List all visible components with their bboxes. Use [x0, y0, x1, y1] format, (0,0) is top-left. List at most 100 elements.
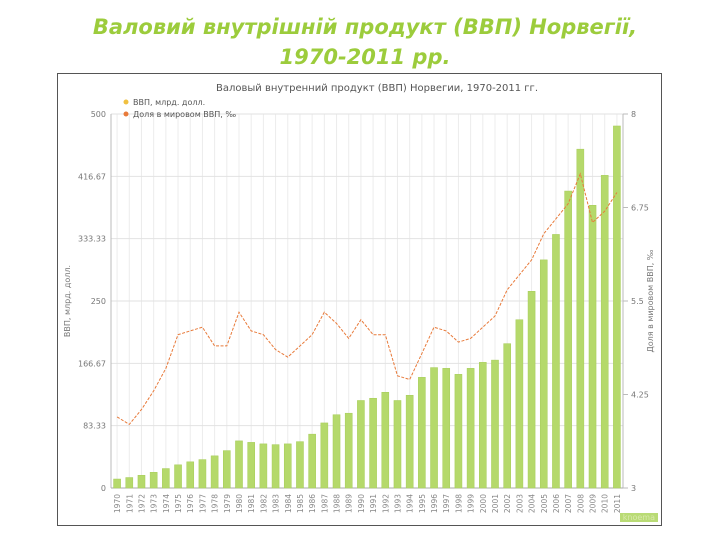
x-tick-label: 1975	[174, 494, 183, 513]
x-tick-label: 1971	[125, 494, 134, 513]
x-tick-label: 2003	[515, 494, 524, 513]
x-tick-label: 1983	[272, 494, 281, 513]
bar-gdp-1986	[308, 433, 316, 489]
slide-title-line1: Валовий внутрішній продукт (ВВП) Норвегі…	[92, 15, 638, 39]
bar-gdp-2001	[491, 359, 499, 489]
bar-gdp-1976	[186, 461, 195, 489]
x-tick-label: 2002	[503, 494, 512, 513]
chart-frame: Валовый внутренний продукт (ВВП) Норвеги…	[57, 73, 662, 526]
x-tick-label: 1976	[186, 494, 195, 513]
x-tick-label: 1977	[198, 494, 207, 513]
bar-gdp-1978	[210, 455, 219, 489]
bar-gdp-2010	[600, 175, 609, 489]
y-left-tick-label: 166.67	[78, 359, 106, 368]
y-right-tick-label: 8	[631, 110, 636, 119]
bar-gdp-1995	[418, 377, 426, 489]
bar-gdp-1988	[332, 414, 341, 489]
x-tick-label: 1985	[296, 494, 305, 513]
x-tick-label: 1999	[467, 494, 476, 513]
x-tick-label: 2009	[589, 494, 598, 513]
bar-gdp-2004	[527, 291, 536, 489]
gdp-chart: Валовый внутренний продукт (ВВП) Норвеги…	[63, 83, 655, 513]
x-tick-label: 2006	[552, 494, 561, 513]
bar-gdp-1992	[381, 392, 390, 489]
slide-title-line2: 1970-2011 рр.	[279, 45, 451, 69]
legend-marker	[123, 99, 129, 105]
bar-gdp-1982	[259, 443, 268, 489]
x-tick-label: 2007	[564, 494, 573, 513]
x-tick-label: 1984	[284, 494, 293, 513]
x-tick-label: 1995	[418, 494, 427, 513]
x-tick-label: 1973	[150, 494, 159, 513]
x-tick-label: 1972	[137, 494, 146, 513]
x-tick-label: 1990	[357, 494, 366, 513]
bar-gdp-1971	[125, 477, 134, 489]
x-tick-label: 2004	[528, 494, 537, 513]
bar-gdp-1981	[247, 442, 255, 489]
line-world-share	[116, 172, 618, 426]
x-tick-label: 1980	[235, 494, 244, 513]
bar-gdp-2011	[613, 125, 621, 489]
bar-gdp-2003	[515, 319, 524, 489]
bar-gdp-1999	[466, 368, 475, 489]
y-right-tick-label: 3	[631, 484, 636, 493]
y-right-tick-label: 4.25	[631, 391, 649, 400]
x-tick-label: 1988	[333, 494, 342, 513]
x-tick-label: 1997	[442, 494, 451, 513]
x-tick-label: 1981	[247, 494, 256, 513]
chart-title: Валовый внутренний продукт (ВВП) Норвеги…	[216, 83, 538, 94]
x-tick-label: 1986	[308, 494, 317, 513]
legend-label: Доля в мировом ВВП, ‰	[133, 110, 236, 119]
bar-gdp-1991	[369, 397, 377, 489]
bar-gdp-1980	[235, 440, 243, 489]
x-tick-label: 1998	[454, 494, 463, 513]
bar-gdp-1975	[174, 464, 182, 489]
x-tick-label: 1974	[162, 494, 171, 513]
bar-gdp-1998	[454, 374, 463, 489]
x-tick-label: 2005	[540, 494, 549, 513]
y-left-tick-label: 333.33	[78, 235, 106, 244]
y-right-tick-label: 5.5	[631, 297, 644, 306]
x-tick-label: 2008	[576, 494, 585, 513]
x-tick-label: 2000	[479, 494, 488, 513]
y-right-axis-label: Доля в мировом ВВП, ‰	[646, 249, 655, 352]
x-tick-label: 2011	[613, 494, 622, 513]
legend-marker	[123, 111, 129, 117]
bar-gdp-1993	[393, 400, 402, 489]
bar-gdp-1974	[162, 468, 170, 489]
bar-gdp-1990	[357, 400, 365, 489]
bar-gdp-2005	[539, 259, 548, 489]
bar-gdp-1987	[320, 422, 329, 489]
bar-gdp-2006	[552, 234, 560, 489]
bar-gdp-1984	[283, 443, 292, 489]
bar-gdp-1985	[296, 441, 304, 489]
x-tick-label: 1989	[345, 494, 354, 513]
bar-gdp-2000	[479, 362, 487, 489]
bar-gdp-1996	[430, 367, 438, 489]
x-tick-label: 1996	[430, 494, 439, 513]
y-left-tick-label: 83.33	[83, 422, 106, 431]
bar-gdp-1979	[223, 450, 231, 489]
x-tick-label: 1978	[211, 494, 220, 513]
y-left-tick-label: 500	[91, 110, 106, 119]
bar-gdp-1983	[271, 444, 280, 489]
bar-gdp-2007	[564, 190, 572, 489]
x-tick-label: 1979	[223, 494, 232, 513]
bar-gdp-1989	[344, 412, 353, 489]
x-tick-label: 1994	[406, 494, 415, 513]
y-left-axis-label: ВВП, млрд. долл.	[63, 265, 72, 337]
x-tick-label: 1992	[381, 494, 390, 513]
bar-gdp-1977	[198, 459, 207, 489]
slide-title: Валовий внутрішній продукт (ВВП) Норвегі…	[40, 12, 690, 72]
x-tick-label: 2010	[601, 494, 610, 513]
y-left-tick-label: 250	[91, 297, 106, 306]
legend-label: ВВП, млрд. долл.	[133, 98, 205, 107]
bar-gdp-1997	[442, 368, 451, 489]
x-tick-label: 1991	[369, 494, 378, 513]
bar-gdp-2008	[576, 148, 585, 489]
bar-gdp-1994	[405, 394, 414, 489]
x-tick-label: 2001	[491, 494, 500, 513]
bar-gdp-1972	[137, 475, 146, 489]
y-right-tick-label: 6.75	[631, 204, 649, 213]
x-tick-label: 1982	[259, 494, 268, 513]
